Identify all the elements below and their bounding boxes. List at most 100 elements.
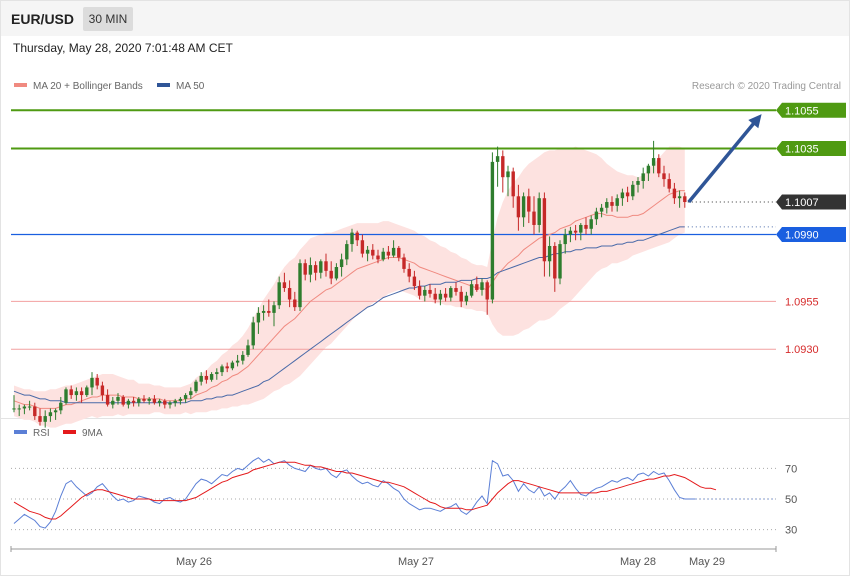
x-tick-label: May 26 — [176, 556, 212, 568]
candle — [620, 188, 625, 206]
candle — [402, 253, 406, 273]
candle-body — [547, 245, 552, 262]
candle — [100, 381, 105, 401]
candle — [33, 402, 37, 420]
legend-ma20-label: MA 20 + Bollinger Bands — [33, 81, 143, 92]
resistance-level-badge — [776, 141, 846, 157]
candle — [126, 398, 131, 409]
candle — [438, 289, 443, 306]
candle — [485, 280, 489, 315]
candle — [90, 372, 94, 396]
legend-9ma: 9MA — [63, 428, 103, 439]
candle — [506, 165, 510, 197]
candle-body — [246, 345, 250, 355]
candle-body — [147, 398, 151, 401]
candle-body — [38, 416, 42, 422]
candle — [256, 307, 261, 334]
candle — [27, 400, 32, 411]
candle-body — [662, 173, 666, 180]
candle — [542, 192, 547, 277]
candle-body — [225, 366, 229, 369]
candle-body — [12, 408, 16, 410]
candle — [672, 182, 677, 204]
candle — [163, 398, 167, 409]
candle — [563, 228, 567, 254]
candle-body — [339, 259, 344, 268]
candle-body — [209, 374, 214, 380]
candle — [235, 354, 240, 367]
legend-rsi-label: RSI — [33, 428, 50, 439]
legend-ma50-label: MA 50 — [176, 81, 205, 92]
candle — [594, 207, 599, 225]
ma20-line — [13, 190, 685, 409]
candle — [53, 408, 58, 420]
candle-body — [480, 282, 484, 290]
candle — [651, 140, 656, 174]
candle — [605, 198, 609, 214]
legend-ma20: MA 20 + Bollinger Bands — [14, 81, 143, 92]
candle — [22, 404, 27, 415]
candle-body — [672, 188, 677, 199]
candle — [657, 154, 661, 178]
candle-body — [22, 406, 27, 409]
candle-body — [345, 244, 349, 260]
forecast-arrow-shaft — [687, 119, 757, 204]
candle — [313, 261, 318, 281]
candle — [319, 259, 323, 279]
target-level-label: 1.0955 — [785, 296, 819, 308]
bollinger-band — [14, 146, 685, 428]
candle-body — [423, 289, 427, 296]
current-level-badge — [776, 194, 846, 210]
resistance-level-label: 1.1035 — [785, 144, 819, 156]
candle-body — [261, 310, 266, 313]
copyright-notice: Research © 2020 Trading Central — [691, 81, 841, 92]
candle-body — [371, 249, 375, 256]
candle-body — [433, 293, 437, 300]
candle — [105, 389, 110, 407]
legend-ma50: MA 50 — [157, 81, 204, 92]
candle — [397, 245, 401, 262]
candle-body — [360, 240, 365, 254]
candle — [69, 385, 73, 399]
candle-body — [267, 310, 271, 313]
timeframe-badge[interactable]: 30 MIN — [83, 7, 133, 31]
support-level-badge — [776, 227, 846, 243]
candle — [454, 282, 458, 296]
candle-body — [449, 288, 453, 298]
candle-body — [573, 230, 578, 233]
candle-body — [313, 265, 318, 273]
candle — [610, 196, 614, 212]
candle-body — [116, 396, 120, 401]
candle-body — [199, 375, 203, 382]
candle-body — [490, 161, 495, 300]
candle — [85, 385, 89, 397]
candle — [209, 372, 214, 382]
candle — [157, 398, 162, 407]
candle-body — [168, 402, 172, 405]
candle-body — [511, 171, 515, 197]
candle-body — [376, 255, 380, 260]
candle-body — [105, 395, 110, 405]
legend-ma20-swatch — [14, 83, 27, 88]
candle — [173, 398, 177, 407]
candle-body — [256, 312, 261, 323]
candle — [417, 280, 422, 300]
candle-body — [542, 198, 547, 262]
candle-body — [537, 198, 541, 225]
candle-body — [230, 362, 235, 369]
candle-body — [235, 360, 240, 363]
datetime-label: Thursday, May 28, 2020 7:01:48 AM CET — [13, 41, 233, 55]
candle — [376, 249, 380, 264]
candle-body — [90, 377, 94, 388]
candle-body — [189, 391, 193, 396]
candle-body — [516, 196, 521, 218]
target-level-label: 1.0930 — [785, 344, 819, 356]
candle-body — [178, 398, 183, 401]
candle-body — [282, 282, 287, 289]
candle-body — [355, 232, 359, 241]
legend-9ma-swatch — [63, 430, 76, 435]
candle — [59, 396, 63, 415]
candle — [267, 299, 271, 317]
header-bar: EUR/USD 30 MIN — [1, 1, 849, 36]
candle-body — [579, 224, 583, 233]
